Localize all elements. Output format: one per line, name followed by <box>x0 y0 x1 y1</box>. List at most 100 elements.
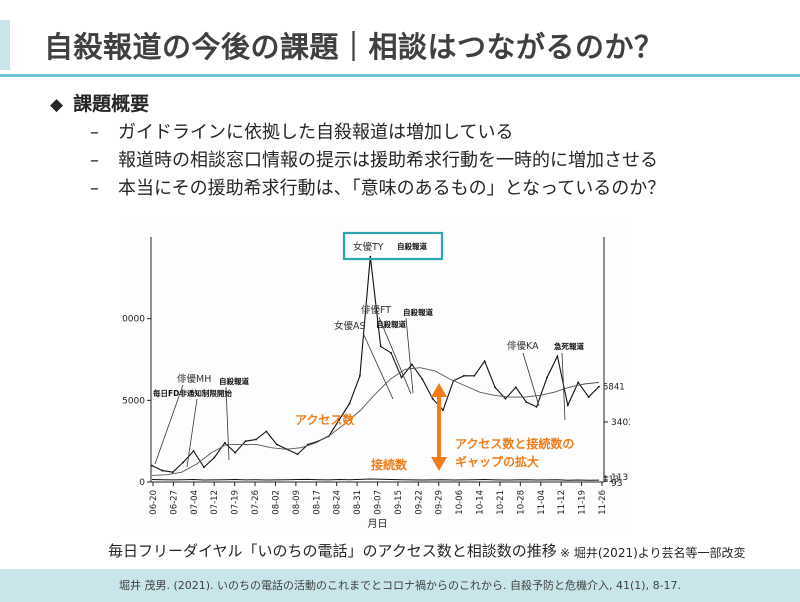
access-point <box>203 466 205 469</box>
annotation-ka-name: 俳優KA <box>507 340 539 352</box>
annotation-leader-line <box>186 398 198 468</box>
x-tick-label: 07-26 <box>251 490 261 515</box>
annotation-ty-name: 女優TY <box>353 241 384 253</box>
annotation-mh-name: 俳優MH <box>177 373 211 385</box>
annotation-leader-line <box>405 317 414 394</box>
sub-point-text: 本当にその援助希求行動は、「意味のあるもの」となっているのか？ <box>118 178 666 199</box>
access-point <box>410 363 413 366</box>
access-point <box>171 471 174 474</box>
series-label-connect: 接続数 <box>371 457 408 472</box>
x-tick-label: 06-20 <box>149 490 159 515</box>
access-point <box>473 374 476 377</box>
access-point <box>494 386 496 389</box>
access-point <box>525 401 528 403</box>
x-tick-label: 09-15 <box>394 490 404 515</box>
x-tick-label: 06-27 <box>169 490 179 515</box>
x-tick-label: 10-21 <box>496 490 506 515</box>
right-tick-label: 3403 <box>611 418 630 428</box>
x-tick-label: 09-22 <box>414 490 424 515</box>
access-point <box>598 385 600 388</box>
access-point <box>275 443 278 446</box>
access-point <box>151 464 153 467</box>
sub-point-text: 報道時の相談窓口情報の提示は援助希求行動を一時的に増加させる <box>118 150 658 171</box>
sub-point-list: – ガイドラインに依拠した自殺報道は増加している – 報道時の相談窓口情報の提示は援… <box>90 119 665 203</box>
annotation-ty-event: 自殺報道 <box>397 241 427 251</box>
figure-caption-note: ※ 堀井(2021)より芸名等一部改変 <box>560 546 746 560</box>
y-tick-label: 10000 <box>121 315 145 325</box>
access-point <box>359 374 361 377</box>
access-point <box>223 441 226 444</box>
title-bar: 自殺報道の今後の課題｜相談はつながるのか？ <box>0 0 800 72</box>
title-accent-bar <box>0 20 10 70</box>
access-point <box>504 397 507 400</box>
access-point <box>483 360 486 363</box>
access-point <box>546 376 548 379</box>
annotation-ka-event: 急死報道 <box>554 341 584 351</box>
slide-title: 自殺報道の今後の課題｜相談はつながるのか？ <box>44 30 664 64</box>
annotation-as-event: 自殺報道 <box>376 319 406 329</box>
annotation-ft-event: 自殺報道 <box>403 307 433 317</box>
x-tick-label: 10-28 <box>516 490 526 515</box>
access-point <box>390 352 392 354</box>
x-tick-label: 08-24 <box>333 490 343 515</box>
x-axis-title: 月日 <box>368 518 388 530</box>
x-tick-label: 07-12 <box>210 490 220 515</box>
access-point <box>556 355 559 358</box>
x-tick-label: 08-17 <box>312 490 322 515</box>
access-point <box>234 451 237 454</box>
access-end-label: 5841 <box>603 383 625 393</box>
sub-point: – 本当にその援助希求行動は、「意味のあるもの」となっているのか？ <box>90 175 665 203</box>
access-point <box>213 456 216 459</box>
sub-point: – ガイドラインに依拠した自殺報道は増加している <box>90 119 665 147</box>
x-tick-label: 10-06 <box>455 490 465 515</box>
x-tick-label: 07-04 <box>190 490 200 515</box>
series-connect-line <box>151 478 600 481</box>
access-point <box>587 396 590 398</box>
gap-arrow-head-up <box>431 383 447 397</box>
diamond-bullet-icon: ◆ <box>50 95 64 115</box>
footer-bar: 堀井 茂男. (2021). いのちの電話の活動のこれまでとコロナ禍からのこれか… <box>0 569 800 602</box>
x-tick-label: 11-26 <box>598 490 608 515</box>
x-tick-label: 11-12 <box>557 490 567 515</box>
gap-label-line2: ギャップの拡大 <box>455 454 539 469</box>
access-point <box>244 440 247 443</box>
x-tick-label: 11-04 <box>537 490 547 515</box>
access-point <box>566 404 569 407</box>
access-point <box>577 381 580 384</box>
x-tick-label: 08-02 <box>271 490 281 515</box>
annotation-leader-line <box>362 332 394 400</box>
x-tick-label: 07-19 <box>231 490 241 515</box>
access-point <box>255 438 257 441</box>
right-tick-label: 93 <box>611 479 622 489</box>
access-point <box>296 453 299 456</box>
access-point <box>192 450 195 452</box>
highlight-box <box>342 231 444 261</box>
annotation-as-name: 女優AS <box>334 320 366 332</box>
x-tick-label: 08-09 <box>292 490 302 515</box>
dash-bullet-icon: – <box>90 122 99 143</box>
gap-arrow-head-down <box>431 457 447 471</box>
x-tick-label: 08-31 <box>353 490 363 515</box>
access-point <box>161 469 164 472</box>
access-point <box>462 374 465 377</box>
right-tick-label: 113 <box>611 473 628 483</box>
access-point <box>182 461 185 464</box>
x-tick-label: 09-07 <box>374 490 384 515</box>
annotation-leader-line <box>378 316 412 395</box>
dash-bullet-icon: – <box>90 178 99 199</box>
figure-caption: 毎日フリーダイヤル「いのちの電話」のアクセス数と相談数の推移 <box>108 542 557 560</box>
access-point <box>442 409 444 412</box>
sub-point: – 報道時の相談窓口情報の提示は援助希求行動を一時的に増加させる <box>90 147 665 175</box>
access-point <box>421 378 424 380</box>
access-point <box>369 255 372 258</box>
series-label-access: アクセス数 <box>295 412 355 427</box>
annotation-leader-line <box>522 352 540 407</box>
access-point <box>348 402 351 405</box>
annotation-mh-event: 自殺報道 <box>219 376 249 386</box>
y-tick-label: 0 <box>139 478 145 488</box>
x-tick-label: 09-29 <box>435 490 445 515</box>
bullet-heading: ◆ 課題概要 <box>50 89 149 116</box>
annotation-fd-event: 毎日FD非通知制限開始 <box>153 388 232 398</box>
